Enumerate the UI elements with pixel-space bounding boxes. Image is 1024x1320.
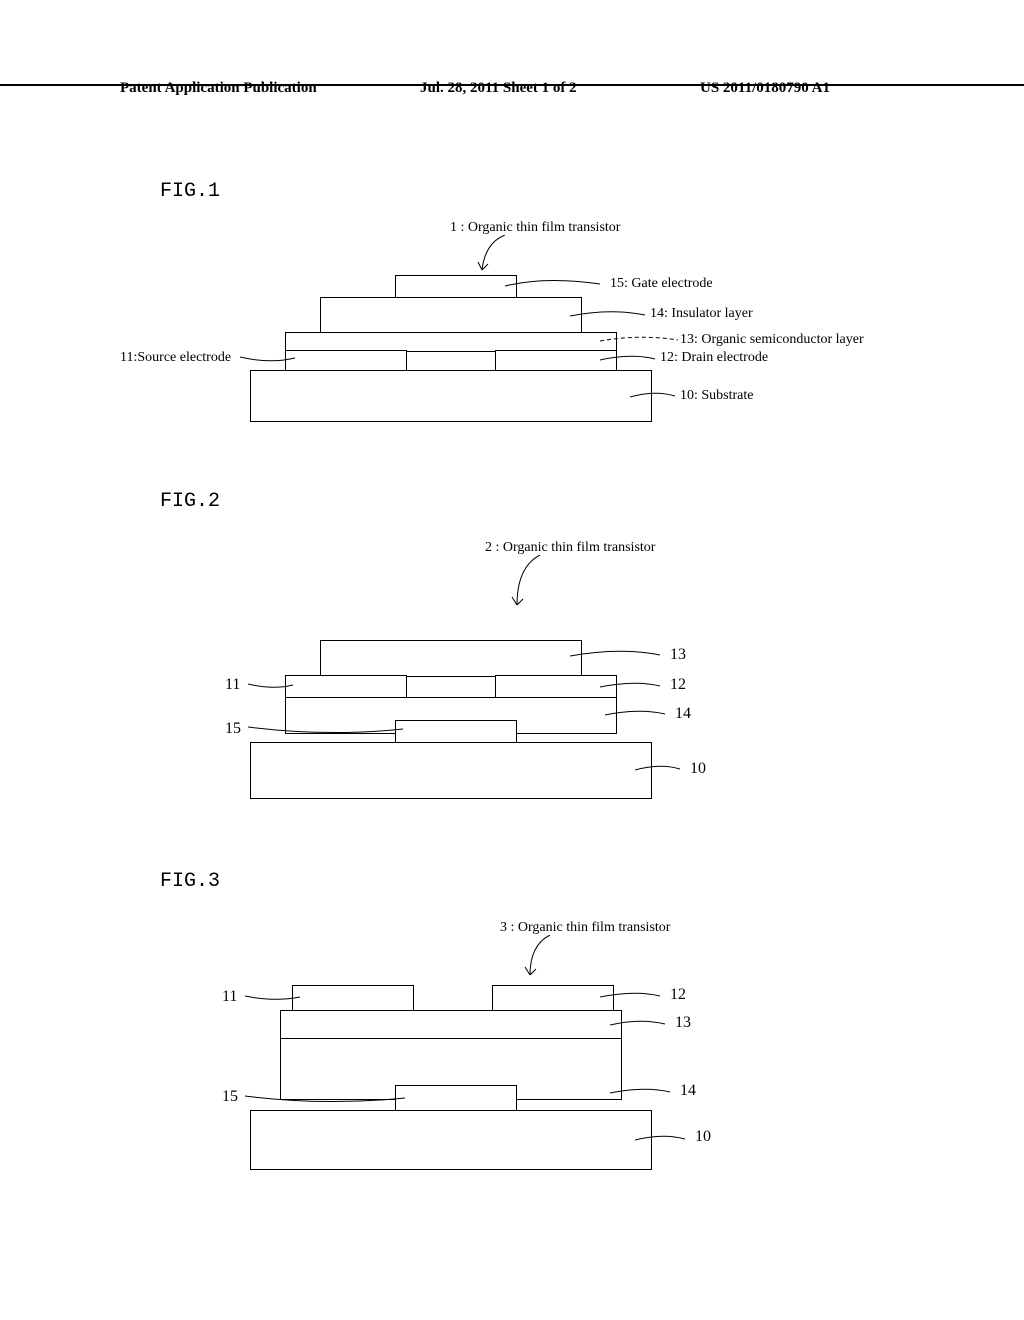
fig2-substrate xyxy=(250,742,652,799)
fig1-ins-num: 14 xyxy=(650,306,664,321)
fig1-gate-text: : Gate electrode xyxy=(624,276,713,291)
fig3-label: FIG.3 xyxy=(160,870,220,893)
fig1-semi-text: : Organic semiconductor layer xyxy=(694,332,864,347)
fig2-ins-num: 14 xyxy=(675,705,691,723)
page-header: Patent Application Publication Jul. 28, … xyxy=(0,80,1024,86)
fig1-insulator xyxy=(320,297,582,334)
fig3-semiconductor xyxy=(280,1010,622,1040)
fig1-drain-text: : Drain electrode xyxy=(674,350,768,365)
fig2-src-num: 11 xyxy=(225,676,240,694)
fig2-gate xyxy=(395,720,517,744)
fig1-src-text: :Source electrode xyxy=(133,350,231,365)
fig1-substrate xyxy=(250,370,652,422)
fig2-sub-num: 10 xyxy=(690,760,706,778)
fig2-title-text: : Organic thin film transistor xyxy=(496,540,656,555)
fig1-source xyxy=(285,350,407,372)
fig1-label: FIG.1 xyxy=(160,180,220,203)
fig2-semiconductor xyxy=(320,640,582,677)
fig2-drain-num: 12 xyxy=(670,676,686,694)
page: Patent Application Publication Jul. 28, … xyxy=(0,0,1024,1320)
fig1-semi-num: 13 xyxy=(680,332,694,347)
fig2-source xyxy=(285,675,407,699)
fig1-gate-num: 15 xyxy=(610,276,624,291)
fig2-title-num: 2 xyxy=(485,540,492,555)
fig1-drain-num: 12 xyxy=(660,350,674,365)
fig1-ins-text: : Insulator layer xyxy=(664,306,753,321)
fig3-drain-num: 12 xyxy=(670,986,686,1004)
fig1-semiconductor xyxy=(285,332,617,352)
fig3-drain xyxy=(492,985,614,1012)
fig2-drain xyxy=(495,675,617,699)
header-right: US 2011/0180790 A1 xyxy=(700,80,830,97)
fig1-title-text: : Organic thin film transistor xyxy=(461,220,621,235)
fig1-src-num: 11 xyxy=(120,350,133,365)
fig3-gate-num: 15 xyxy=(222,1088,238,1106)
fig2-gate-num: 15 xyxy=(225,720,241,738)
fig3-title-text: : Organic thin film transistor xyxy=(511,920,671,935)
fig1-sub-num: 10 xyxy=(680,388,694,403)
header-center: Jul. 28, 2011 Sheet 1 of 2 xyxy=(420,80,577,97)
fig1-sub-text: : Substrate xyxy=(694,388,754,403)
fig3-src-num: 11 xyxy=(222,988,237,1006)
fig3-semi-num: 13 xyxy=(675,1014,691,1032)
fig3-source xyxy=(292,985,414,1012)
fig3-substrate xyxy=(250,1110,652,1170)
fig1-drain xyxy=(495,350,617,372)
fig1-gate xyxy=(395,275,517,299)
fig3-gate xyxy=(395,1085,517,1112)
fig2-label: FIG.2 xyxy=(160,490,220,513)
fig2-semi-num: 13 xyxy=(670,646,686,664)
fig3-ins-num: 14 xyxy=(680,1082,696,1100)
fig3-title-num: 3 xyxy=(500,920,507,935)
fig3-sub-num: 10 xyxy=(695,1128,711,1146)
header-left: Patent Application Publication xyxy=(120,80,317,97)
fig1-title-num: 1 xyxy=(450,220,457,235)
